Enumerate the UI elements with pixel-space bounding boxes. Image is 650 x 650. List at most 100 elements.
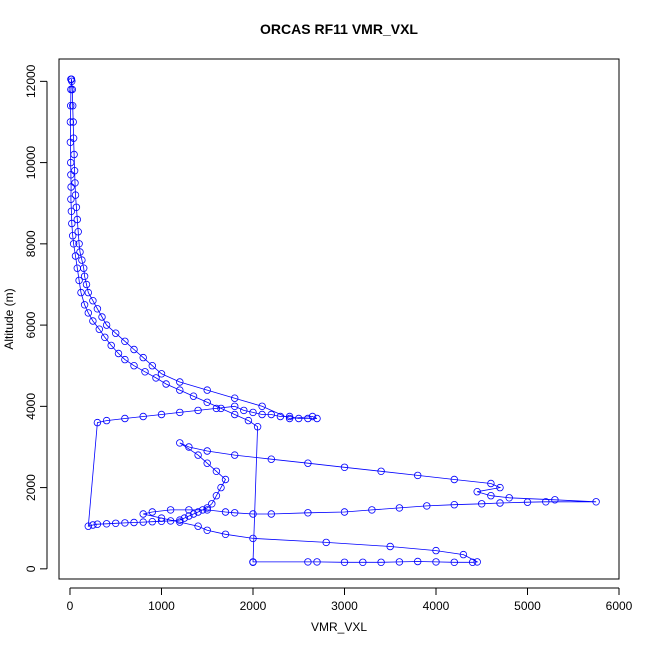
data-point — [185, 506, 193, 514]
data-point — [523, 498, 532, 506]
data-point — [450, 558, 458, 566]
data-point — [78, 256, 86, 264]
data-point — [304, 414, 312, 423]
data-point — [71, 191, 80, 199]
data-point — [139, 353, 147, 362]
data-point — [111, 329, 120, 337]
data-point — [121, 519, 129, 527]
data-point — [80, 272, 89, 280]
data-point — [68, 219, 76, 228]
data-point — [340, 463, 349, 471]
data-point — [67, 183, 75, 191]
data-point — [130, 345, 138, 354]
data-point — [221, 508, 230, 516]
data-point — [253, 423, 262, 431]
data-point — [130, 518, 138, 527]
data-point — [189, 510, 198, 518]
data-point — [217, 483, 225, 492]
data-point — [157, 410, 166, 419]
data-point — [89, 317, 97, 325]
data-point — [414, 557, 422, 566]
data-point — [148, 518, 156, 526]
data-point — [304, 509, 312, 517]
data-point — [98, 313, 106, 321]
data-point — [212, 467, 221, 475]
data-point — [141, 368, 149, 376]
data-point — [102, 520, 111, 528]
data-point — [77, 288, 85, 297]
x-tick-label: 6000 — [606, 599, 633, 613]
data-point — [258, 410, 266, 419]
data-point — [359, 558, 367, 566]
data-point — [249, 408, 257, 417]
data-point — [67, 75, 75, 83]
data-point — [386, 542, 394, 551]
data-point — [212, 404, 221, 413]
data-point — [276, 412, 285, 421]
data-point — [203, 447, 211, 455]
data-point — [249, 558, 257, 566]
data-point — [74, 227, 82, 236]
data-point — [73, 215, 81, 224]
data-point — [414, 471, 422, 480]
data-point — [551, 496, 559, 504]
data-point — [340, 558, 349, 566]
x-tick-label: 1000 — [148, 599, 175, 613]
y-tick-label: 10000 — [24, 146, 38, 180]
data-point — [542, 498, 550, 506]
data-point — [203, 398, 211, 406]
data-point — [176, 386, 184, 394]
data-point — [157, 517, 166, 525]
data-point — [69, 240, 78, 248]
data-point — [185, 443, 193, 451]
x-axis: 0 1000 2000 3000 4000 5000 6000 — [67, 587, 633, 613]
data-point — [473, 558, 481, 566]
data-point — [111, 519, 120, 527]
data-point — [176, 408, 184, 417]
data-point — [114, 349, 123, 358]
data-point — [69, 134, 78, 142]
data-point — [505, 494, 513, 502]
data-point — [102, 416, 111, 425]
data-point — [84, 288, 92, 297]
data-point — [67, 207, 76, 215]
data-point — [217, 404, 225, 413]
data-point — [395, 558, 404, 566]
data-point — [157, 514, 166, 522]
x-tick-label: 4000 — [423, 599, 450, 613]
data-point — [176, 378, 184, 386]
data-point — [208, 500, 216, 508]
x-tick-label: 3000 — [331, 599, 358, 613]
data-point — [304, 459, 312, 467]
data-point — [75, 240, 83, 248]
data-point — [130, 362, 138, 370]
data-point — [313, 558, 321, 566]
data-point — [166, 506, 175, 514]
data-point — [89, 521, 97, 529]
data-point — [203, 504, 211, 512]
data-point — [295, 414, 303, 423]
data-point — [244, 416, 253, 425]
data-point — [70, 150, 78, 159]
series-layer — [66, 75, 600, 566]
data-point — [285, 412, 294, 421]
data-point — [176, 516, 184, 524]
data-point — [194, 522, 202, 530]
data-point — [148, 362, 156, 370]
data-point — [166, 517, 175, 525]
data-point — [496, 483, 504, 492]
data-point — [212, 492, 221, 500]
data-point — [66, 158, 75, 167]
data-point — [67, 171, 75, 179]
data-point — [66, 101, 75, 110]
y-axis: 0 2000 4000 6000 8000 10000 12000 — [24, 64, 48, 572]
data-point — [71, 179, 79, 187]
data-point — [139, 510, 147, 518]
data-point — [66, 118, 75, 126]
data-point — [377, 467, 385, 475]
data-point — [487, 492, 495, 500]
data-point — [459, 550, 468, 559]
data-point — [70, 166, 79, 175]
data-point — [221, 530, 230, 538]
data-point — [121, 414, 129, 423]
